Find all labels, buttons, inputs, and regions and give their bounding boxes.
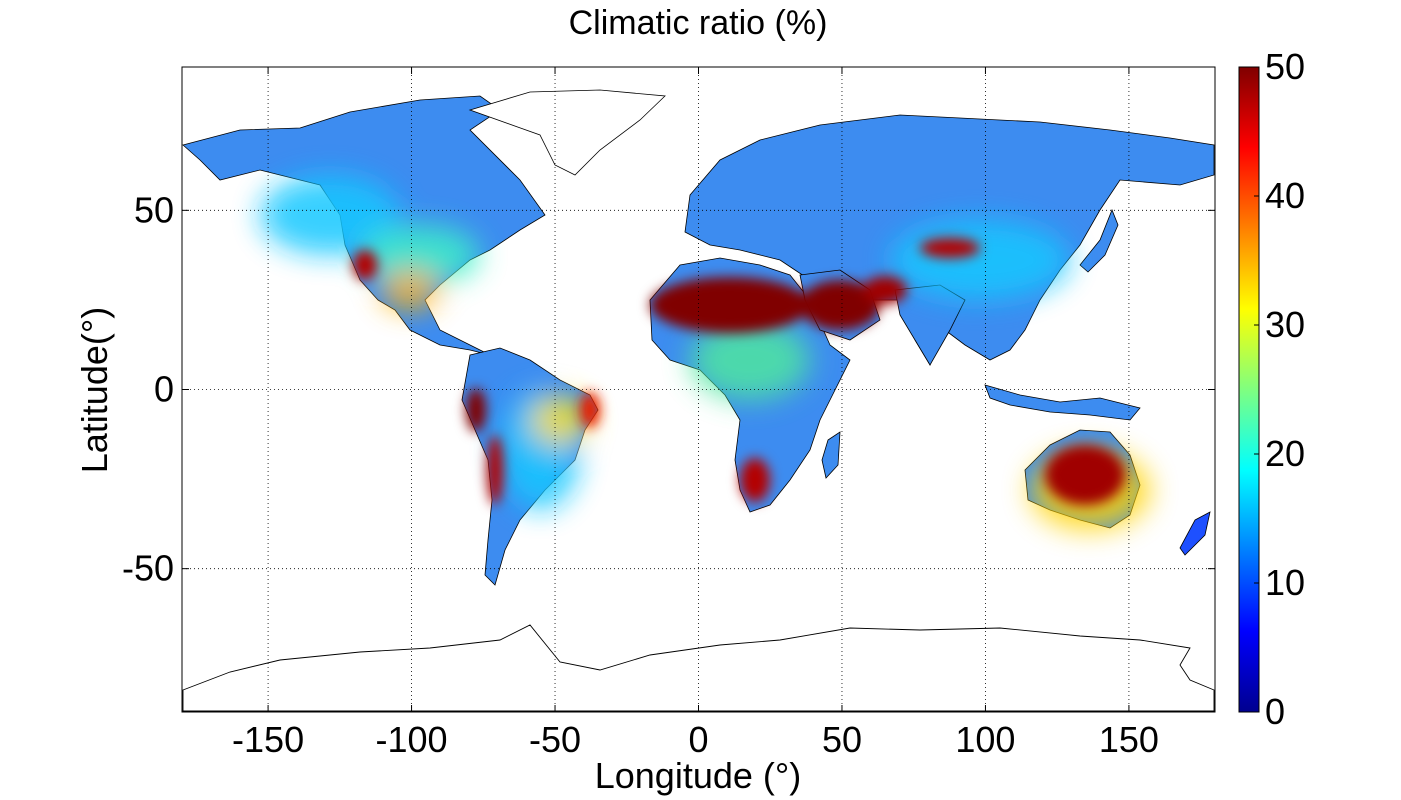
map-title: Climatic ratio (%) [569, 4, 828, 42]
colorbar-tick-label: 40 [1265, 175, 1305, 216]
land-new-zealand [1179, 511, 1211, 556]
colorbar-tick-label: 20 [1265, 433, 1305, 474]
colorbar [1238, 66, 1260, 713]
x-axis-label: Longitude (°) [595, 755, 802, 796]
colorbar-tick-label: 10 [1265, 562, 1305, 603]
colorbar-tick-label: 50 [1265, 46, 1305, 87]
x-tick-label: 150 [1099, 719, 1159, 760]
y-tick-label: 50 [134, 189, 174, 230]
y-tick-label: 0 [154, 369, 174, 410]
colorbar-tick-label: 0 [1265, 691, 1285, 732]
x-axis-ticks: -150 -100 -50 0 50 100 150 [232, 67, 1159, 760]
x-tick-label: 50 [822, 719, 862, 760]
land-indonesia [984, 384, 1141, 421]
land-greenland [468, 89, 666, 176]
value-field [260, 175, 1150, 530]
x-tick-label: -100 [376, 719, 448, 760]
land-madagascar [821, 431, 841, 479]
x-tick-label: -150 [232, 719, 304, 760]
grid-lines [182, 67, 1215, 712]
y-axis-ticks: -50 0 50 [122, 189, 1215, 589]
x-tick-label: 0 [688, 719, 708, 760]
colorbar-tick-label: 30 [1265, 304, 1305, 345]
colorbar-ticks: 0 10 20 30 40 50 [1254, 46, 1305, 732]
y-tick-label: -50 [122, 548, 174, 589]
y-axis-label: Latitude(°) [74, 307, 115, 473]
land-japan [1079, 208, 1119, 273]
x-tick-label: 100 [955, 719, 1015, 760]
x-tick-label: -50 [529, 719, 581, 760]
